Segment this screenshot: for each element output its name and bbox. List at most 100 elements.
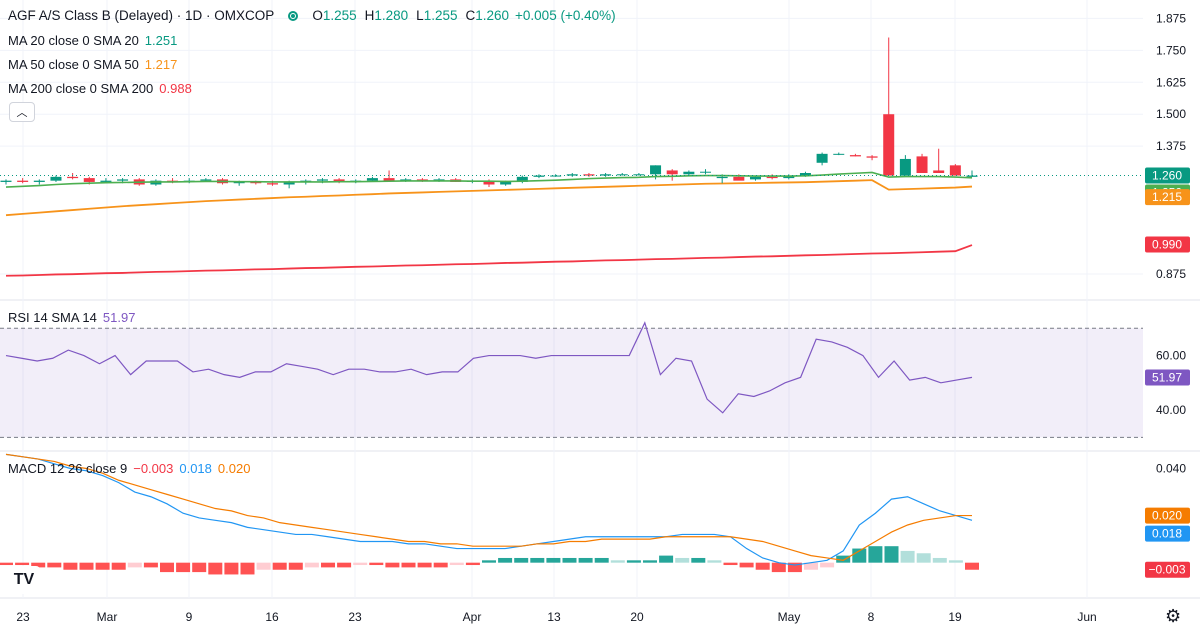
rsi-label-box [1145,369,1190,386]
macd-histogram-bar [852,548,867,563]
ma200-path [5,244,973,277]
candle-body [17,180,29,182]
macd-histogram-bar [610,560,625,563]
x-axis-tick-label: 13 [547,610,561,624]
macd-tick-label: 0.040 [1156,461,1186,475]
macd-histogram-bar [63,562,78,570]
open-key: O [312,8,323,23]
macd-histogram-bar [111,562,126,570]
macd-label-box [1145,507,1190,524]
price-tick-label: 1.500 [1156,107,1186,121]
symbol-header: AGF A/S Class B (Delayed) · 1D · OMXCOP O… [8,8,616,23]
macd-histogram-bar [127,562,142,568]
candle-body [483,180,495,185]
candle-body [0,180,12,182]
rsi-tick-label: 40.00 [1156,403,1186,417]
macd-histogram-bar [288,562,303,570]
macd-histogram-bar [932,557,947,563]
indicator-ma50[interactable]: MA 50 close 0 SMA 50 1.217 [8,57,177,72]
candle-body [866,156,878,158]
macd-histogram-bar [385,562,400,568]
candle-body [899,158,911,176]
indicator-value: 0.988 [159,81,192,96]
macd-line [5,453,973,566]
macd-histogram-bar [433,562,448,568]
indicator-ma20[interactable]: MA 20 close 0 SMA 20 1.251 [8,33,177,48]
indicator-ma200[interactable]: MA 200 close 0 SMA 200 0.988 [8,81,192,96]
macd-histogram-bar [771,562,786,573]
macd-histogram-bar [417,562,432,568]
close-value: 1.260 [475,8,510,23]
x-axis-tick-label: 23 [348,610,362,624]
macd-histogram-bar [675,557,690,563]
symbol-title[interactable]: AGF A/S Class B (Delayed) · 1D · OMXCOP [8,8,275,23]
macd-label: −0.003 [1148,563,1185,577]
price-tick-label: 1.750 [1156,43,1186,57]
candle-body [633,174,645,176]
rsi-band-fill [0,328,1143,438]
price-label-box [1145,167,1190,184]
candle-body [833,153,845,155]
macd-histogram-bar [304,562,319,568]
macd-histogram-bar [787,562,802,573]
candle-body [117,179,129,181]
candle-body [433,179,445,181]
candle-body [550,175,562,177]
tradingview-logo[interactable]: TV [8,566,40,594]
x-axis-tick-label: 23 [16,610,30,624]
macd-label: 0.020 [1152,509,1182,523]
ma50-line [5,179,973,217]
collapse-legend-button[interactable]: ︿ [9,102,35,122]
candle-body [33,180,45,182]
macd-histogram-bar [514,557,529,563]
macd-histogram-bar [482,560,496,563]
price-label-box [1145,236,1190,253]
candle-body [416,179,428,181]
rsi-tick-label: 60.00 [1156,349,1186,363]
macd-histogram-bar [160,562,174,573]
candle-body [250,181,262,184]
candle-body [566,174,578,176]
ma50-path [5,179,973,217]
rsi-pane[interactable] [0,321,1143,438]
macd-histogram-bar [739,562,754,568]
macd-histogram-bar [449,562,464,566]
macd-header[interactable]: MACD 12 26 close 9 −0.003 0.018 0.020 [8,461,250,476]
x-axis-tick-label: 16 [265,610,279,624]
x-axis-tick-label: Jun [1077,610,1096,624]
candle-body [500,181,512,185]
candle-body [966,175,978,177]
macd-histogram-bar [562,557,577,563]
macd-histogram-bar [272,562,287,570]
macd-histogram-bar [691,557,706,563]
rsi-header[interactable]: RSI 14 SMA 14 51.97 [8,310,135,325]
candle-body [516,176,528,182]
gear-icon[interactable]: ⚙ [1165,606,1182,626]
candle-body [766,176,778,179]
macd-pane[interactable] [0,453,979,575]
axes: 23 Mar 9 16 23 Apr 13 20 May 8 19 Jun 1.875 1.750 1.62… [0,11,1190,624]
macd-histogram-bar [0,562,13,566]
indicator-label: MA 50 close 0 SMA 50 [8,57,139,72]
candle-body [616,174,628,176]
candle-body [916,156,928,173]
grid-lines [0,0,1200,599]
macd-histogram-bar [353,562,368,566]
price-label: 1.260 [1152,169,1182,183]
macd-histogram-bar [707,560,722,563]
macd-histogram-bar [176,562,191,573]
candle-body [83,178,95,182]
high-value: 1.280 [374,8,409,23]
macd-histogram-bar [256,562,271,570]
rsi-label: 51.97 [1152,370,1182,384]
macd-histogram-bar [965,562,979,570]
candle-body [716,176,728,179]
rsi-label: RSI 14 SMA 14 [8,310,97,325]
macd-histogram-bar [836,555,851,563]
candle-body [50,176,62,181]
macd-histogram-bar [626,560,641,563]
macd-signal-value: 0.020 [217,461,251,476]
price-tick-label: 1.375 [1156,139,1186,153]
macd-histogram-bar [321,562,335,568]
